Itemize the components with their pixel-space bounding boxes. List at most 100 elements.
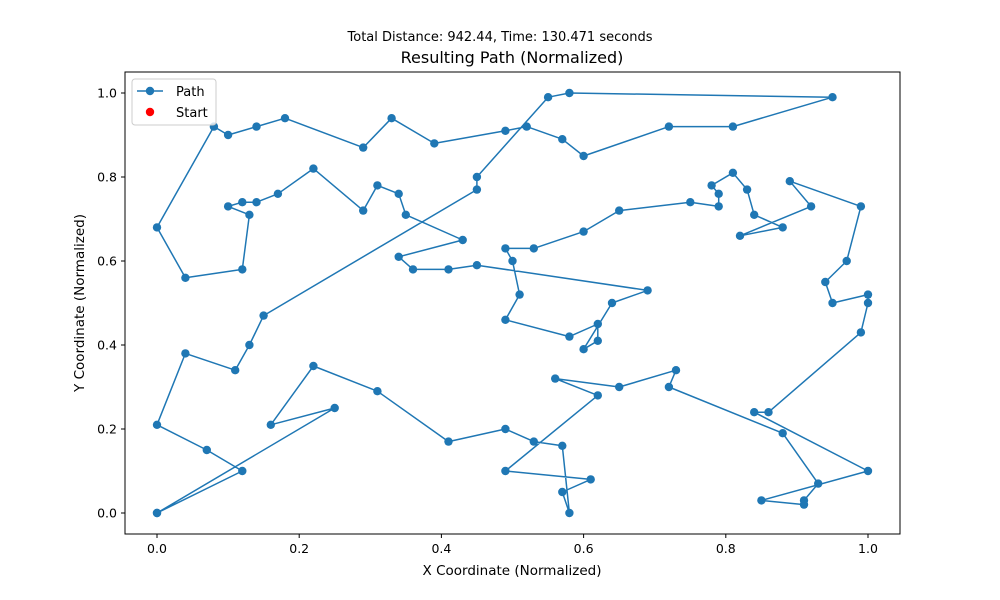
legend: Path Start — [131, 78, 217, 126]
y-tick-label: 0.6 — [97, 254, 117, 269]
path-point — [444, 265, 453, 274]
path-point — [280, 114, 290, 123]
plot-area — [124, 71, 901, 535]
path-point — [856, 328, 866, 337]
path-point — [245, 210, 254, 219]
path-point — [615, 206, 624, 215]
path-point — [806, 202, 816, 211]
path-point — [309, 361, 318, 371]
path-point — [579, 151, 588, 161]
x-tick-label: 1.0 — [858, 541, 878, 556]
path-point — [266, 420, 275, 429]
path-point — [252, 198, 261, 207]
path-point — [359, 206, 368, 215]
path-point — [522, 122, 531, 131]
path-point — [714, 189, 723, 198]
path-point — [742, 185, 752, 194]
path-point — [501, 244, 510, 253]
path-point — [458, 235, 467, 245]
path-point — [252, 122, 261, 131]
path-point — [551, 374, 560, 383]
legend-start-label: Start — [176, 106, 208, 121]
path-point — [828, 298, 837, 308]
path-point — [231, 366, 240, 375]
path-point — [558, 441, 567, 450]
y-tick-label: 1.0 — [97, 86, 117, 101]
series-layer — [152, 88, 873, 518]
path-point — [565, 508, 574, 518]
path-point — [359, 143, 368, 152]
path-point — [508, 256, 517, 266]
path-point — [558, 135, 567, 144]
y-tick-label: 0.4 — [97, 338, 117, 353]
path-point — [863, 290, 873, 299]
path-point — [444, 437, 453, 446]
x-tick-label: 0.8 — [716, 541, 736, 556]
path-point — [373, 387, 382, 396]
path-point — [565, 88, 574, 98]
path-point — [529, 244, 538, 253]
path-point — [686, 198, 695, 207]
y-tick-label: 0.8 — [97, 170, 117, 185]
path-point — [394, 252, 403, 261]
x-tick-label: 0.4 — [431, 541, 451, 556]
path-point — [543, 93, 553, 102]
path-point — [615, 382, 624, 392]
path-point — [565, 332, 574, 341]
path-point — [664, 122, 674, 131]
y-axis: 0.0 0.2 0.4 0.6 0.8 1.0 — [97, 86, 125, 521]
path-point — [593, 391, 602, 400]
path-point — [593, 319, 602, 329]
chart-title: Resulting Path (Normalized) — [401, 48, 624, 67]
path-point — [152, 223, 162, 232]
path-point — [579, 227, 588, 236]
path-point — [785, 177, 794, 186]
path-point — [664, 382, 674, 392]
path-point — [863, 298, 873, 308]
path-point — [764, 408, 773, 417]
path-point — [579, 345, 588, 354]
x-tick-label: 0.2 — [289, 541, 309, 556]
path-point — [181, 349, 190, 358]
path-point — [728, 168, 738, 177]
x-axis-label: X Coordinate (Normalized) — [423, 563, 602, 579]
legend-start-marker — [145, 107, 155, 117]
path-point — [202, 445, 211, 455]
path-point — [472, 172, 482, 182]
path-point — [223, 202, 233, 211]
path-point — [799, 500, 809, 509]
path-point — [373, 181, 382, 190]
path-point — [558, 487, 567, 497]
path-point — [671, 366, 681, 375]
path-point — [828, 93, 837, 102]
path-point — [430, 139, 439, 148]
path-point — [273, 189, 283, 198]
path-point — [501, 315, 510, 324]
path-point — [238, 265, 247, 274]
path-point — [728, 122, 738, 131]
path-point — [778, 223, 787, 232]
path-point — [863, 466, 873, 476]
y-tick-label: 0.2 — [97, 422, 117, 437]
path-point — [238, 466, 247, 476]
path-point — [501, 126, 510, 135]
path-point — [501, 424, 510, 434]
path-point — [821, 277, 830, 287]
path-point — [757, 496, 766, 505]
path-point — [238, 198, 247, 207]
path-point — [245, 340, 254, 350]
path-point — [387, 114, 396, 123]
x-axis: 0.0 0.2 0.4 0.6 0.8 1.0 — [147, 534, 878, 556]
start-point — [153, 510, 160, 516]
path-point — [778, 429, 787, 438]
x-tick-label: 0.0 — [147, 541, 167, 556]
path-point — [515, 290, 524, 299]
path-point — [714, 202, 723, 211]
path-point — [408, 265, 418, 274]
start-layer — [153, 510, 160, 516]
path-point — [152, 420, 162, 429]
path-point — [643, 286, 652, 295]
path-point — [750, 210, 759, 219]
path-point — [223, 130, 233, 140]
